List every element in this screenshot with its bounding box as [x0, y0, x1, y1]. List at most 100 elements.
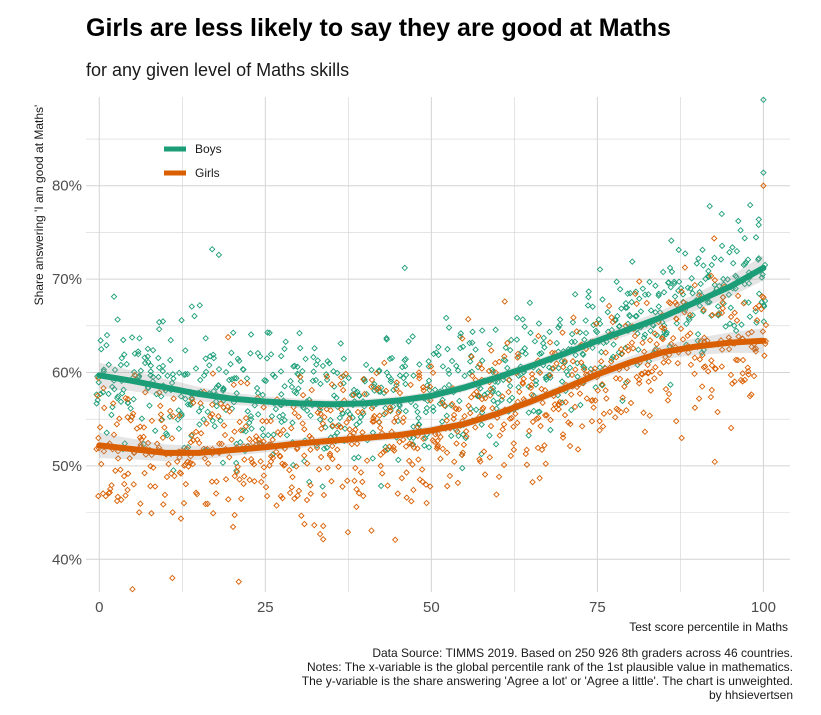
girls-point [337, 423, 344, 431]
girls-point [391, 447, 398, 454]
girls-point [279, 494, 286, 502]
boys-point [478, 421, 485, 428]
boys-point [581, 364, 588, 371]
girls-point [495, 473, 503, 481]
girls-point [319, 522, 327, 530]
boys-point [584, 302, 592, 309]
boys-point [579, 351, 587, 358]
girls-point [645, 378, 652, 385]
girls-point [353, 486, 360, 493]
girls-point [293, 463, 300, 470]
girls-point [247, 455, 255, 463]
boys-point [494, 399, 502, 407]
girls-point [202, 500, 209, 508]
girls-point [141, 469, 148, 477]
boys-point [478, 409, 486, 416]
chart-caption: Data Source: TIMMS 2019. Based on 250 92… [302, 646, 793, 702]
boys-point [345, 374, 352, 382]
boys-point [288, 383, 296, 391]
girls-point [695, 395, 703, 402]
girls-point [117, 466, 124, 473]
boys-point [283, 432, 291, 439]
boys-point [210, 354, 218, 362]
girls-point [648, 368, 656, 375]
boys-point [120, 386, 127, 394]
boys-point [622, 379, 630, 386]
outlier-point [129, 585, 136, 593]
girls-point [571, 403, 579, 411]
boys-point [652, 282, 659, 289]
girls-point [301, 426, 308, 433]
girls-point [762, 321, 770, 329]
boys-point [430, 350, 437, 358]
boys-point [157, 393, 165, 400]
girls-point [678, 288, 685, 295]
boys-point [671, 280, 678, 287]
boys-point [130, 368, 138, 376]
boys-point [259, 432, 267, 439]
scatter-chart: 0 25 50 75 100 40% 50% 60% 70% 80% Test score pe… [32, 96, 790, 634]
boys-point [234, 355, 242, 363]
girls-point [129, 413, 136, 420]
boys-point [414, 408, 421, 416]
boys-point [612, 317, 619, 324]
boys-point [354, 388, 361, 396]
girls-point [246, 435, 253, 443]
boys-point [326, 360, 333, 367]
girls-point [286, 466, 293, 474]
boys-point [111, 366, 119, 374]
girls-point [426, 383, 434, 390]
girls-point [368, 383, 375, 391]
girls-point [739, 356, 747, 364]
boys-point [215, 365, 223, 373]
girls-point [395, 409, 402, 416]
girls-point [514, 354, 521, 361]
girls-point [744, 364, 752, 371]
girls-point [510, 446, 518, 453]
girls-point [617, 345, 625, 353]
girls-point [465, 402, 472, 409]
boys-point [229, 329, 237, 336]
y-tick-label: 40% [52, 551, 82, 568]
girls-point [212, 490, 220, 497]
girls-point [505, 376, 513, 384]
girls-point [137, 500, 144, 507]
boys-point [502, 357, 509, 364]
girls-point [514, 419, 521, 427]
boys-point [159, 362, 167, 370]
boys-point [130, 396, 137, 403]
boys-point [444, 345, 451, 353]
girls-point [443, 482, 451, 490]
girls-point [113, 497, 121, 505]
smooth-lines [96, 255, 767, 462]
boys-point [744, 256, 752, 263]
girls-point [480, 448, 488, 455]
girls-point [114, 455, 122, 462]
boys-point [109, 403, 116, 411]
girls-point [510, 423, 517, 430]
boys-point [436, 400, 444, 407]
boys-point [202, 368, 210, 376]
girls-point [272, 448, 280, 455]
girls-point [621, 383, 628, 390]
girls-point [536, 369, 544, 376]
girls-point [403, 494, 410, 501]
girls-point [124, 395, 132, 403]
y-tick-label: 60% [52, 365, 82, 382]
girls-point [112, 467, 119, 474]
girls-point [427, 363, 435, 370]
girls-point [731, 378, 738, 385]
girls-point [700, 306, 707, 314]
boys-point [377, 482, 385, 490]
boys-point [228, 349, 235, 357]
legend: Boys Girls [164, 142, 222, 180]
boys-point [675, 278, 683, 285]
boys-point [538, 349, 545, 357]
girls-point [469, 372, 476, 380]
boys-point [624, 290, 631, 297]
girls-point [528, 381, 535, 389]
boys-point [206, 353, 214, 360]
girls-point [147, 462, 154, 470]
girls-point [289, 473, 296, 481]
girls-point [662, 385, 670, 393]
